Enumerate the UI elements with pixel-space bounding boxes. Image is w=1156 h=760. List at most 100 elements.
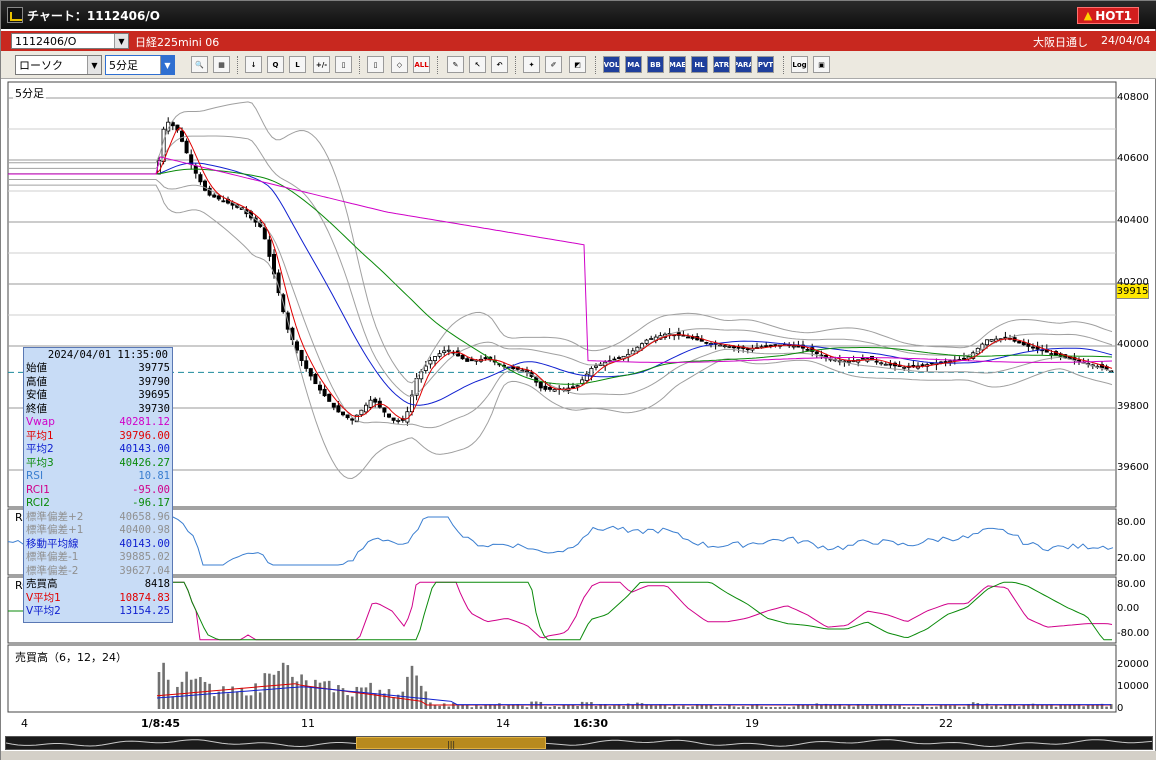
split-icon[interactable]: ▯ (335, 56, 352, 73)
pvt-icon[interactable]: PVT (757, 56, 774, 73)
volume-bar (682, 705, 685, 709)
volume-bar (999, 706, 1003, 709)
candle-body (888, 363, 893, 366)
volume-bar (465, 705, 469, 709)
cursor-icon[interactable]: ↖ (469, 56, 486, 73)
volume-bar (475, 705, 478, 709)
info-key: RCI2 (26, 497, 50, 509)
volume-bar (797, 704, 800, 709)
para-icon[interactable]: PARA (735, 56, 752, 73)
candle-fall-icon[interactable]: ↓ (245, 56, 262, 73)
chevron-down-icon[interactable]: ▼ (160, 56, 174, 74)
volume-bar (778, 706, 782, 709)
volume-bar (829, 704, 832, 709)
ma-icon[interactable]: MA (625, 56, 642, 73)
toolbar-separator (783, 56, 784, 74)
candle-body (299, 349, 304, 361)
bar-icon[interactable]: +/- (313, 56, 330, 73)
color-icon[interactable]: ◩ (569, 56, 586, 73)
candle-icon[interactable]: ▯ (367, 56, 384, 73)
toolbar-separator (237, 56, 238, 74)
chart-area[interactable] (7, 81, 1151, 713)
mae-icon[interactable]: MAE (669, 56, 686, 73)
info-value: 39790 (138, 375, 170, 388)
volume-icon[interactable]: VOL (603, 56, 620, 73)
volume-bar (608, 706, 612, 709)
candle-body (985, 339, 990, 346)
volume-bar (889, 704, 892, 709)
eraser-icon[interactable]: ↶ (491, 56, 508, 73)
settings-icon[interactable]: ✦ (523, 56, 540, 73)
chevron-down-icon[interactable]: ▼ (114, 34, 128, 48)
volume-bar (939, 704, 943, 709)
volume-bar (410, 665, 414, 709)
grid-icon[interactable]: ▦ (213, 56, 230, 73)
volume-bar (479, 706, 483, 709)
candle-body (548, 387, 553, 390)
atr-icon[interactable]: ATR (713, 56, 730, 73)
info-value: -96.17 (132, 497, 170, 509)
candle-body (764, 345, 769, 348)
line-icon[interactable]: L (289, 56, 306, 73)
volume-bar (695, 704, 699, 709)
volume-bar (323, 681, 326, 709)
interval-select[interactable]: 5分足 ▼ (105, 55, 175, 75)
bollinger-band-line (8, 101, 1113, 384)
range-icon[interactable]: ◇ (391, 56, 408, 73)
candle-body (649, 338, 654, 340)
volume-bar (208, 683, 211, 709)
time-scroller[interactable]: ||| (5, 736, 1153, 750)
info-key: V平均2 (26, 605, 61, 617)
symbol-select[interactable]: 1112406/O ▼ (11, 33, 129, 49)
info-value: 10874.83 (119, 591, 170, 604)
volume-bar (709, 705, 713, 709)
volume-bar (419, 685, 423, 709)
candle-body (704, 341, 709, 344)
info-row: 標準偏差+2 40658.96 (24, 511, 172, 525)
volume-bar (971, 702, 975, 709)
zoom-icon[interactable]: 🔍 (191, 56, 208, 73)
candle-body (221, 200, 226, 203)
candle-body (179, 130, 184, 142)
candle-body (386, 413, 391, 418)
all-icon[interactable]: ALL (413, 56, 430, 73)
volume-bar (576, 706, 579, 709)
info-value: 40143.00 (119, 443, 170, 455)
volume-bar (470, 707, 474, 709)
candle-body (304, 360, 309, 369)
info-key: RSI (26, 470, 44, 482)
trend-icon[interactable]: Q (267, 56, 284, 73)
log-icon[interactable]: Log (791, 56, 808, 73)
volume-bar (295, 681, 299, 709)
chevron-down-icon[interactable]: ▼ (87, 56, 101, 74)
volume-bar (843, 706, 846, 709)
candle-body (511, 366, 516, 370)
bb-icon[interactable]: BB (647, 56, 664, 73)
volume-bar (838, 704, 842, 709)
toolbar-separator (515, 56, 516, 74)
export-icon[interactable]: ▣ (813, 56, 830, 73)
pencil-icon[interactable]: ✎ (447, 56, 464, 73)
symbol-value: 1112406/O (15, 34, 77, 48)
toolbar-separator (359, 56, 360, 74)
volume-bar (700, 704, 704, 709)
candle-body (432, 356, 437, 362)
chart-canvas[interactable] (7, 81, 1151, 713)
candle-body (612, 358, 617, 361)
tools-icon[interactable]: ✐ (545, 56, 562, 73)
info-key: Vwap (26, 416, 55, 428)
hl-icon[interactable]: HL (691, 56, 708, 73)
volume-bar (760, 706, 763, 709)
volume-tick-label: 10000 (1117, 681, 1149, 692)
volume-bar (157, 672, 161, 709)
candle-body (331, 402, 336, 408)
candle-body (1077, 359, 1082, 362)
info-row: V平均2 13154.25 (24, 605, 172, 619)
candle-body (368, 399, 373, 408)
hot-badge[interactable]: ▲ HOT1 (1076, 7, 1139, 24)
scroller-thumb[interactable]: ||| (356, 737, 546, 749)
volume-bar (557, 706, 561, 709)
chart-type-select[interactable]: ローソク ▼ (15, 55, 102, 75)
volume-bar (861, 705, 865, 709)
status-bar (1, 751, 1156, 760)
